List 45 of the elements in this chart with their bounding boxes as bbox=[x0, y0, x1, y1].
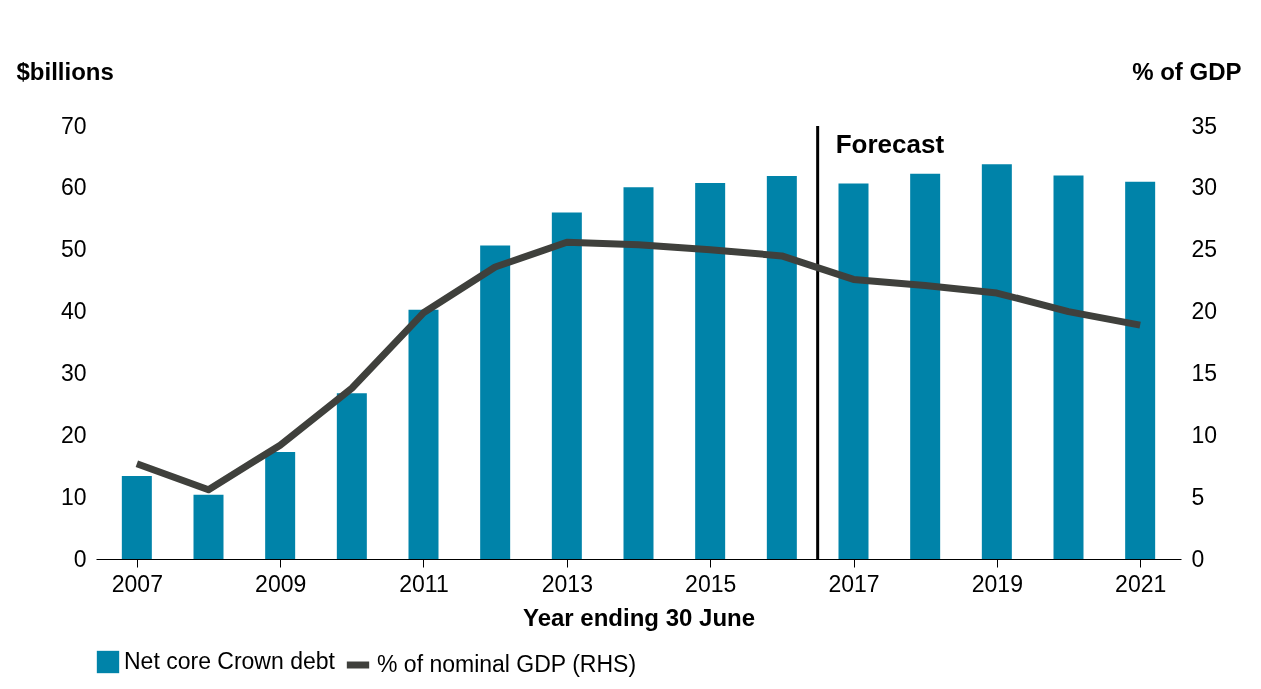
bar bbox=[551, 212, 582, 559]
y-tick-label: 10 bbox=[60, 483, 87, 510]
y-tick-label: 60 bbox=[60, 174, 87, 201]
bar bbox=[121, 476, 152, 559]
y2-tick-label: 5 bbox=[1191, 483, 1205, 510]
bar bbox=[336, 393, 367, 559]
x-tick-label: 2013 bbox=[541, 570, 593, 597]
y-tick-label: 70 bbox=[60, 112, 87, 139]
y2-tick-label: 35 bbox=[1191, 112, 1218, 139]
x-tick-label: 2019 bbox=[971, 570, 1023, 597]
x-tick-label: 2009 bbox=[255, 570, 307, 597]
bar bbox=[1125, 181, 1156, 559]
bar bbox=[695, 182, 726, 559]
x-tick-label: 2015 bbox=[685, 570, 737, 597]
x-axis-title: Year ending 30 June bbox=[522, 603, 756, 631]
bar bbox=[1053, 175, 1084, 559]
x-tick-label: 2011 bbox=[399, 570, 449, 597]
legend-label: % of nominal GDP (RHS) bbox=[377, 651, 637, 677]
x-tick-label: 2007 bbox=[111, 570, 163, 597]
x-tick-label: 2017 bbox=[828, 570, 880, 597]
bar bbox=[265, 451, 296, 559]
bar bbox=[193, 494, 224, 559]
y-tick-label: 20 bbox=[60, 421, 87, 448]
y2-tick-label: 10 bbox=[1191, 421, 1218, 448]
bar bbox=[408, 309, 439, 559]
y-tick-label: 40 bbox=[60, 298, 87, 325]
y2-tick-label: 25 bbox=[1191, 236, 1218, 263]
ref-line-label: Forecast bbox=[835, 129, 945, 159]
y2-tick-label: 15 bbox=[1191, 359, 1218, 386]
y-axis-title: $billions bbox=[16, 57, 114, 85]
y-tick-label: 0 bbox=[73, 545, 87, 572]
x-tick-label: 2021 bbox=[1115, 570, 1167, 597]
bar bbox=[623, 187, 654, 559]
y2-tick-label: 0 bbox=[1191, 545, 1205, 572]
bar bbox=[480, 245, 511, 559]
legend-label: Net core Crown debt bbox=[124, 648, 336, 674]
y-tick-label: 50 bbox=[60, 236, 87, 263]
y-tick-label: 30 bbox=[60, 359, 87, 386]
bar bbox=[766, 176, 797, 559]
y2-axis-title: % of GDP bbox=[1132, 57, 1242, 85]
bar bbox=[981, 164, 1012, 559]
y2-tick-label: 20 bbox=[1191, 298, 1218, 325]
bar bbox=[838, 183, 869, 559]
bar bbox=[910, 173, 941, 559]
y2-tick-label: 30 bbox=[1191, 174, 1218, 201]
